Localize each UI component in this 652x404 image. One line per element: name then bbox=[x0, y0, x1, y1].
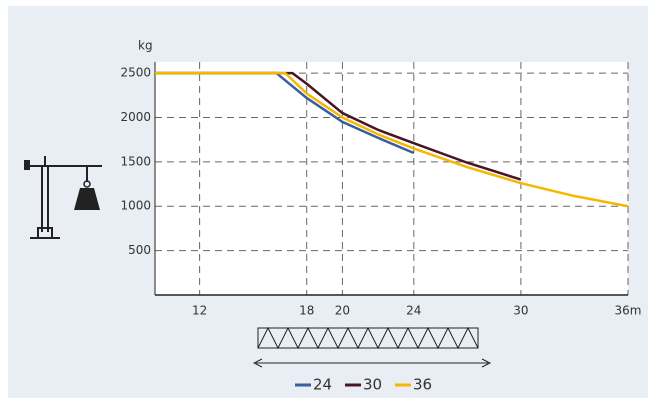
x-tick-label: 12 bbox=[192, 304, 207, 318]
x-tick-label: 24 bbox=[406, 304, 421, 318]
y-axis-label: kg bbox=[138, 39, 153, 53]
weight-icon bbox=[74, 188, 100, 210]
legend-label: 24 bbox=[313, 376, 332, 394]
series-line bbox=[155, 71, 522, 181]
counterweight bbox=[24, 160, 30, 170]
y-tick-label: 2500 bbox=[120, 66, 151, 80]
y-tick-label: 1000 bbox=[120, 199, 151, 213]
legend-label: 36 bbox=[413, 376, 432, 394]
jib-truss bbox=[252, 326, 492, 368]
x-tick-label: 30 bbox=[513, 304, 528, 318]
y-tick-label: 500 bbox=[128, 243, 151, 257]
y-tick-label: 1500 bbox=[120, 154, 151, 168]
weight-hook bbox=[83, 180, 91, 188]
x-tick-label: 18 bbox=[299, 304, 314, 318]
x-tick-label: 36m bbox=[615, 304, 642, 318]
legend-label: 30 bbox=[363, 376, 382, 394]
crane-icon bbox=[28, 156, 102, 239]
series-line bbox=[155, 71, 629, 208]
y-tick-label: 2000 bbox=[120, 110, 151, 124]
plot-area bbox=[155, 62, 628, 295]
x-tick-label: 20 bbox=[335, 304, 350, 318]
